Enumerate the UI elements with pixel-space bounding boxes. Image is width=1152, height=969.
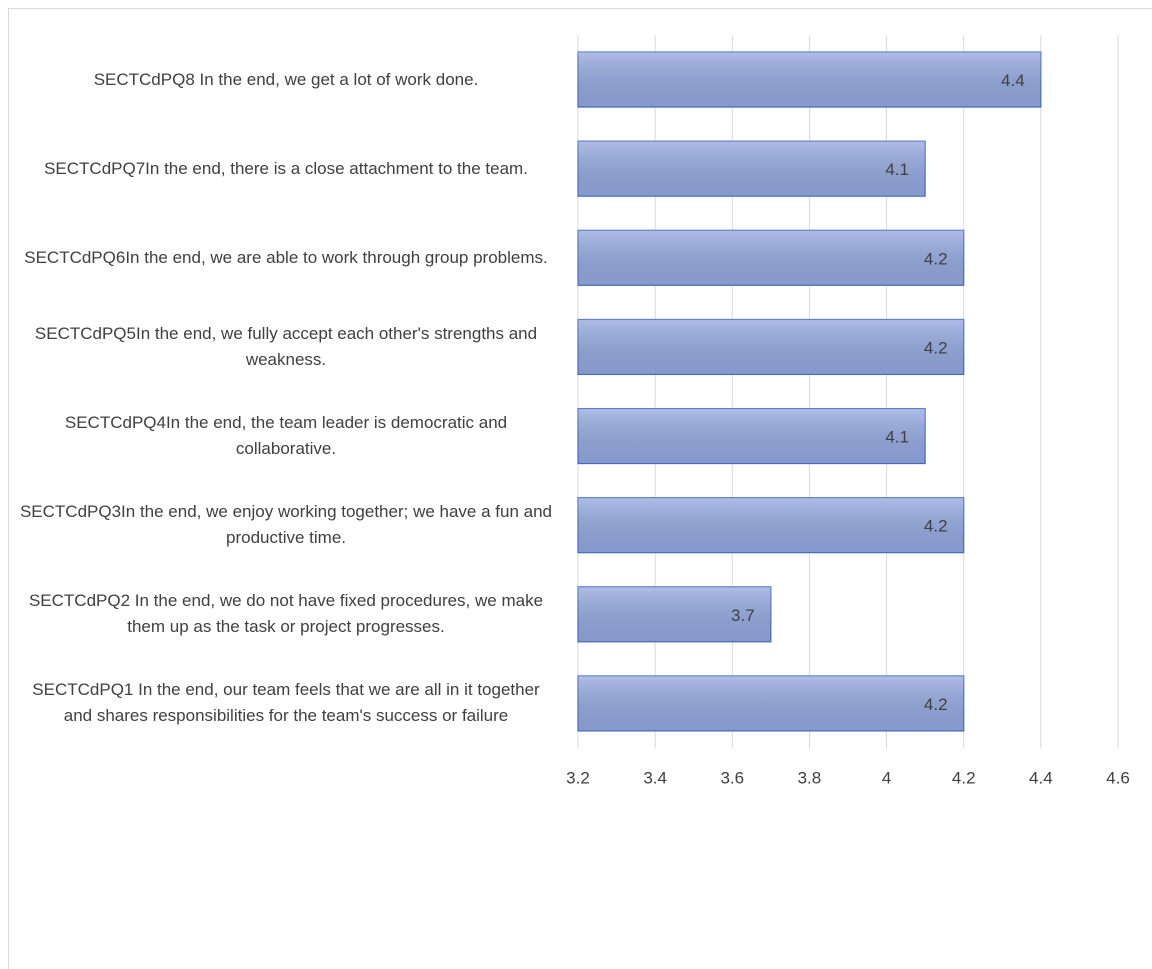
data-label: 4.2 [924,249,948,268]
bar-shade [578,141,926,197]
bar-shade [578,408,926,464]
y-tick-label: SECTCdPQ6In the end, we are able to work… [24,247,548,267]
data-label: 4.2 [924,517,948,536]
y-tick-label: SECTCdPQ8 In the end, we get a lot of wo… [93,69,479,89]
y-tick-label: SECTCdPQ2 In the end, we do not have fix… [28,591,544,637]
bar-shade [578,52,1041,108]
bar-shade [578,230,964,286]
data-label: 4.1 [885,428,909,447]
data-label: 4.2 [924,695,948,714]
chart-frame [8,8,1152,969]
y-tick-label: SECTCdPQ7In the end, there is a close at… [44,158,528,178]
y-tick-label: SECTCdPQ5In the end, we fully accept eac… [34,323,538,369]
y-tick-label: SECTCdPQ4In the end, the team leader is … [64,413,508,459]
x-tick-label: 4 [882,768,891,787]
data-label: 3.7 [731,606,755,625]
x-tick-label: 4.6 [1106,768,1130,787]
bar-shade [578,586,771,642]
y-tick-label: SECTCdPQ1 In the end, our team feels tha… [32,680,540,726]
x-tick-label: 4.2 [952,768,976,787]
data-label: 4.4 [1001,71,1025,90]
data-label: 4.2 [924,338,948,357]
bar-shade [578,497,964,553]
x-tick-label: 3.2 [566,768,590,787]
x-tick-label: 3.4 [643,768,667,787]
x-tick-label: 4.4 [1029,768,1053,787]
bar-shade [578,675,964,731]
x-tick-label: 3.6 [720,768,744,787]
data-label: 4.1 [885,160,909,179]
x-tick-label: 3.8 [798,768,822,787]
bar-shade [578,319,964,375]
y-tick-label: SECTCdPQ3In the end, we enjoy working to… [19,502,553,548]
